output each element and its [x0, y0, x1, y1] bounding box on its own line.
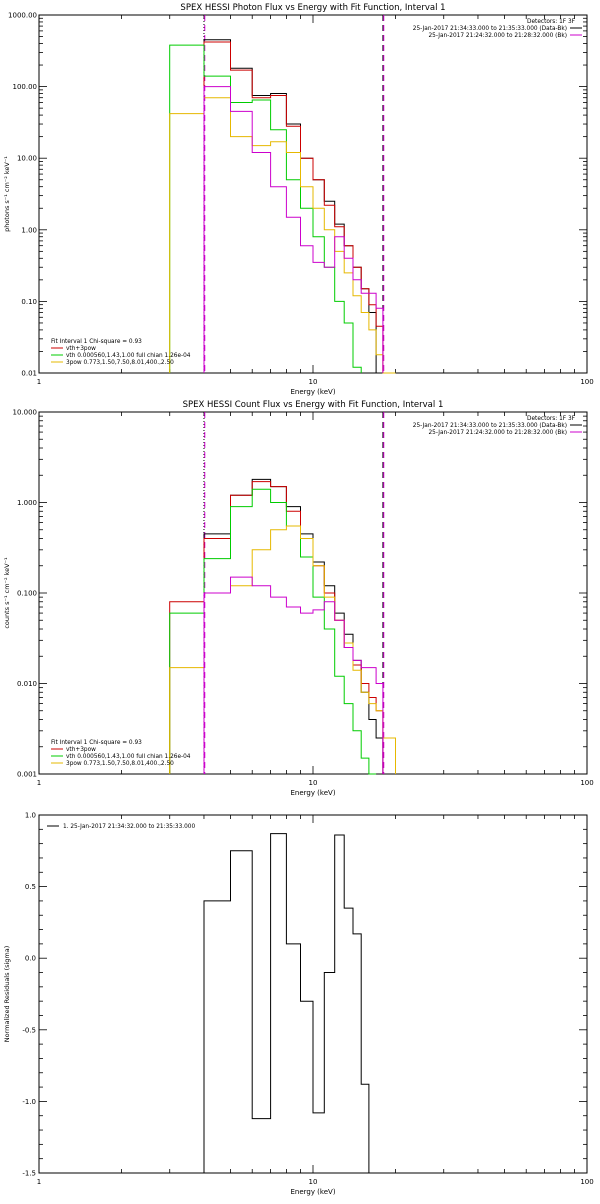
series-line-2	[203, 41, 384, 373]
y-tick-label: 100.00	[13, 83, 38, 91]
x-tick-label: 10	[309, 779, 318, 787]
y-tick-label: 0.01	[21, 370, 37, 378]
fit-legend-heading: Fit Interval 1 Chi-square = 0.93	[51, 339, 142, 345]
y-tick-label: 10.00	[17, 155, 37, 163]
x-axis-label: Energy (keV)	[290, 1188, 335, 1196]
y-axis-label: photons s⁻¹ cm⁻² keV⁻¹	[3, 156, 11, 232]
series-line-3	[169, 488, 377, 775]
y-tick-label: 0.010	[17, 680, 37, 688]
y-tick-label: 1.00	[21, 226, 37, 234]
y-tick-label: -0.5	[22, 1026, 36, 1034]
fit-legend-entry: vth+3pow	[66, 747, 96, 753]
legend-entry: 25-Jan-2017 21:24:32.000 to 21:28:32.000…	[428, 430, 567, 436]
fit-legend-entry: 3pow 0.773,1.50,7.50,8.01,400.,2.50	[66, 360, 174, 366]
x-tick-label: 10	[309, 378, 318, 386]
y-tick-label: 1000.00	[8, 12, 37, 20]
x-tick-label: 100	[580, 378, 593, 386]
y-tick-label: -1.5	[22, 1170, 36, 1178]
series-line-4	[169, 97, 396, 374]
fit-legend-entry: vth+3pow	[66, 346, 96, 352]
y-axis-label: Normalized Residuals (sigma)	[3, 946, 11, 1043]
legend-entry: 25-Jan-2017 21:34:33.000 to 21:35:33.000…	[413, 26, 567, 32]
legend-heading: Detectors: 1F 3F	[527, 416, 575, 422]
y-tick-label: 10.000	[13, 409, 38, 417]
x-tick-label: 1	[37, 779, 41, 787]
panel-1: 1 10 100 0.01 0.10 1.00 10.00 100.00 1000.00 SPEX…	[3, 3, 594, 396]
fit-legend-entry: vth 0.000560,1.43,1.00 full chian 1.26e-…	[66, 754, 191, 760]
y-tick-label: 0.5	[25, 883, 36, 891]
x-tick-label: 1	[37, 378, 41, 386]
y-tick-label: 0.001	[17, 771, 37, 779]
y-tick-label: 1.000	[17, 499, 37, 507]
y-axis-label: counts s⁻¹ cm⁻² keV⁻¹	[3, 557, 11, 629]
x-tick-label: 10	[309, 1178, 318, 1186]
series-line-2	[169, 481, 384, 774]
x-axis-label: Energy (keV)	[290, 789, 335, 797]
series-line-3	[169, 44, 362, 373]
y-tick-label: 0.10	[21, 298, 37, 306]
panel-2: 1 10 100 0.001 0.010 0.100 1.000 10.000 SPEX HES…	[3, 400, 594, 797]
chart-title: SPEX HESSI Count Flux vs Energy with Fit…	[183, 400, 444, 410]
fit-legend-entry: vth 0.000560,1.43,1.00 full chian 1.26e-…	[66, 353, 191, 359]
panel-3: 1 10 100 -1.5 -1.0 -0.5 0.0 0.5 1.0 Energy (keV) N…	[3, 812, 594, 1197]
series-line-4	[169, 525, 396, 774]
y-tick-label: -1.0	[22, 1098, 36, 1106]
legend-entry: 25-Jan-2017 21:34:33.000 to 21:35:33.000…	[413, 423, 567, 429]
y-tick-label: 1.0	[25, 812, 36, 820]
legend-entry: 25-Jan-2017 21:24:32.000 to 21:28:32.000…	[428, 33, 567, 39]
x-tick-label: 100	[580, 1178, 593, 1186]
plot-frame	[38, 814, 588, 1174]
x-tick-label: 100	[580, 779, 593, 787]
series-line-1	[203, 833, 370, 1173]
x-tick-label: 1	[37, 1178, 41, 1186]
chart-title: SPEX HESSI Photon Flux vs Energy with Fi…	[180, 3, 445, 13]
y-tick-label: 0.100	[17, 590, 37, 598]
fit-legend-heading: Fit Interval 1 Chi-square = 0.93	[51, 740, 142, 746]
y-tick-label: 0.0	[25, 955, 36, 963]
x-axis-label: Energy (keV)	[290, 388, 335, 396]
legend-heading: Detectors: 1F 3F	[527, 19, 575, 25]
legend-entry: 1. 25-Jan-2017 21:34:32.000 to 21:35:33.…	[63, 824, 195, 830]
series-line-5	[203, 86, 384, 373]
fit-legend-entry: 3pow 0.773,1.50,7.50,8.01,400.,2.50	[66, 761, 174, 767]
series-line-5	[203, 576, 384, 774]
